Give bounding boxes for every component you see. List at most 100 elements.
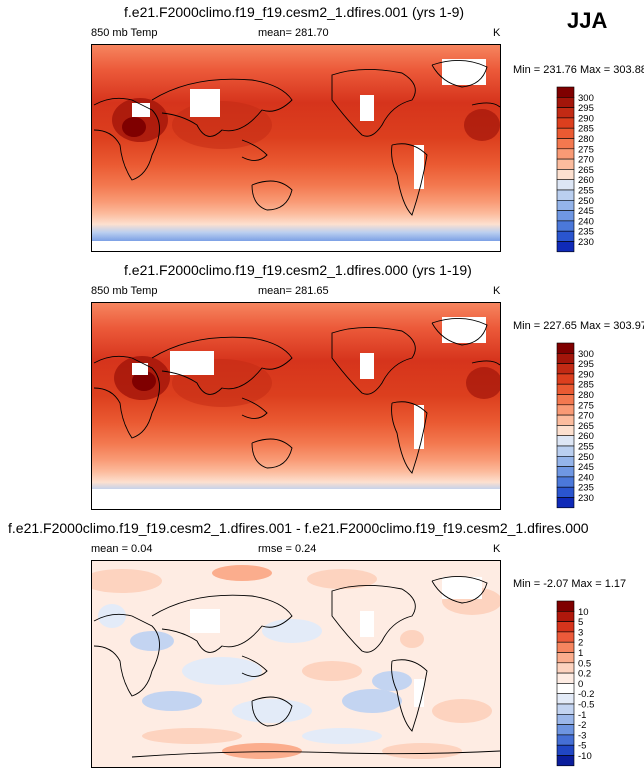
colorbar-swatch — [556, 200, 575, 211]
colorbar-swatch — [556, 714, 575, 725]
panel-3-map — [91, 560, 501, 768]
colorbar-tick-label: 285 — [578, 380, 594, 391]
temperature-field — [92, 303, 500, 509]
colorbar-swatch — [556, 241, 575, 253]
colorbar-tick-label: 0.5 — [578, 658, 591, 669]
panel-1-mean-label: mean= 281.70 — [258, 27, 329, 39]
colorbar-swatch — [556, 342, 575, 354]
colorbar-tick-label: 295 — [578, 359, 594, 370]
antarctic-mask — [92, 489, 500, 509]
hot-region-core — [122, 117, 146, 137]
colorbar-swatch — [556, 148, 575, 160]
colorbar-swatch — [556, 486, 575, 498]
colorbar-tick-label: -0.2 — [578, 689, 594, 700]
colorbar-swatch — [556, 394, 575, 406]
colorbar-swatch — [556, 373, 575, 385]
colorbar-tick-label: -2 — [578, 720, 586, 731]
topography-mask — [414, 679, 424, 707]
colorbar-tick-label: 255 — [578, 186, 594, 197]
colorbar-tick-label: 0 — [578, 679, 583, 690]
panel-2-map — [91, 302, 501, 510]
colorbar-tick-label: 0.2 — [578, 669, 591, 680]
topography-mask — [442, 59, 486, 85]
colorbar-swatch — [556, 744, 575, 756]
colorbar-tick-label: 260 — [578, 175, 594, 186]
hot-region-core — [132, 371, 156, 391]
colorbar-swatch — [556, 683, 575, 695]
anomaly-patches — [92, 565, 500, 759]
panel-3-units-label: K — [493, 543, 501, 555]
panel-1-map — [91, 44, 501, 252]
colorbar-tick-label: 265 — [578, 421, 594, 432]
colorbar-swatch — [556, 179, 575, 191]
topography-mask — [360, 353, 374, 379]
colorbar-swatch — [556, 425, 575, 437]
colorbar-swatch — [556, 734, 575, 746]
colorbar-tick-label: 300 — [578, 93, 594, 104]
colorbar-tick-label: 250 — [578, 196, 594, 207]
panel-1-minmax-label: Min = 231.76 Max = 303.88 — [513, 64, 644, 76]
colorbar-swatch — [556, 353, 575, 364]
colorbar-swatch — [556, 466, 575, 478]
colorbar-tick-label: 245 — [578, 462, 594, 473]
topography-mask — [442, 577, 482, 599]
topography-mask — [414, 405, 424, 449]
panel-3-colorbar: 10 5 3 2 1 0.5 0.2 0 -0.2 -0.5 -1 -2 -3 -5 -10 — [556, 600, 626, 772]
colorbar-tick-label: 275 — [578, 400, 594, 411]
hot-region — [466, 367, 500, 399]
colorbar-tick-label: -10 — [578, 751, 592, 762]
panel-2-variable-label: 850 mb Temp — [91, 285, 158, 297]
topography-mask — [360, 95, 374, 121]
panel-2-title: f.e21.F2000climo.f19_f19.cesm2_1.dfires.… — [124, 262, 472, 278]
colorbar-swatch — [556, 414, 575, 426]
colorbar-tick-label: 265 — [578, 165, 594, 176]
colorbar-swatch — [556, 652, 575, 664]
panel-2-colorbar: 300 295 290 285 280 275 270 265 260 255 250 245 240 2… — [556, 342, 626, 514]
panel-1-units-label: K — [493, 27, 501, 39]
panel-1-title: f.e21.F2000climo.f19_f19.cesm2_1.dfires.… — [124, 4, 465, 20]
colorbar-tick-label: 10 — [578, 607, 589, 618]
colorbar-tick-label: 235 — [578, 483, 594, 494]
colorbar-swatch — [556, 107, 575, 119]
colorbar-tick-label: -1 — [578, 710, 586, 721]
colorbar-tick-label: 3 — [578, 627, 583, 638]
colorbar-swatch — [556, 97, 575, 108]
topography-mask — [170, 351, 214, 375]
colorbar-swatch — [556, 117, 575, 129]
coastlines — [93, 318, 500, 474]
panel-2-mean-label: mean= 281.65 — [258, 285, 329, 297]
colorbar-swatch — [556, 497, 575, 509]
warm-region — [172, 101, 272, 149]
panel-3-mean-label: mean = 0.04 — [91, 543, 153, 555]
panel-1-variable-label: 850 mb Temp — [91, 27, 158, 39]
colorbar-swatch — [556, 755, 575, 767]
colorbar-swatch — [556, 158, 575, 170]
colorbar-tick-label: 295 — [578, 103, 594, 114]
colorbar-swatch — [556, 86, 575, 98]
coastlines — [93, 60, 500, 216]
season-label: JJA — [567, 8, 608, 33]
colorbar-tick-label: 250 — [578, 452, 594, 463]
colorbar-swatch — [556, 724, 575, 736]
colorbar-swatch — [556, 456, 575, 467]
panel-1-colorbar: 300 295 290 285 280 275 270 265 260 255 250 245 240 2… — [556, 86, 626, 258]
colorbar-tick-label: 275 — [578, 144, 594, 155]
colorbar-swatch — [556, 363, 575, 375]
panel-3-title: f.e21.F2000climo.f19_f19.cesm2_1.dfires.… — [8, 520, 589, 536]
colorbar-tick-label: 240 — [578, 472, 594, 483]
colorbar-swatch — [556, 220, 575, 232]
colorbar-tick-label: 260 — [578, 431, 594, 442]
colorbar-swatch — [556, 127, 575, 139]
antarctic-mask — [92, 241, 500, 251]
colorbar-tick-label: 230 — [578, 493, 594, 504]
temperature-field — [92, 45, 500, 251]
colorbar-swatch — [556, 672, 575, 684]
topography-mask — [132, 103, 150, 117]
topography-mask — [414, 145, 424, 189]
colorbar-swatch — [556, 210, 575, 222]
colorbar-tick-label: -5 — [578, 741, 586, 752]
colorbar-tick-label: 235 — [578, 227, 594, 238]
colorbar-swatch — [556, 230, 575, 242]
colorbar-tick-label: 280 — [578, 390, 594, 401]
topography-mask — [132, 363, 148, 375]
